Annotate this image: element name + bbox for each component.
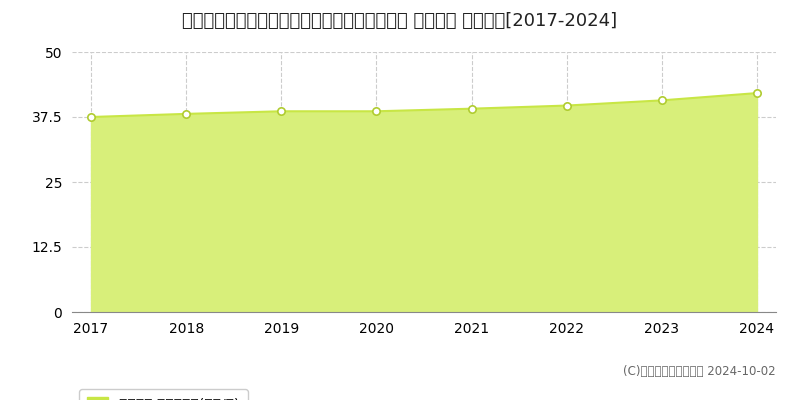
Point	[85, 114, 98, 120]
Text: 新潟県新潟市中央区出来島２丁目２８１番１外 基準地価 地価推移[2017-2024]: 新潟県新潟市中央区出来島２丁目２８１番１外 基準地価 地価推移[2017-202…	[182, 12, 618, 30]
Text: (C)土地価格ドットコム 2024-10-02: (C)土地価格ドットコム 2024-10-02	[623, 365, 776, 378]
Point	[560, 102, 573, 109]
Point	[370, 108, 383, 114]
Point	[750, 90, 763, 96]
Legend: 基準地価 平均坪単価(万円/坪): 基準地価 平均坪単価(万円/坪)	[79, 389, 248, 400]
Point	[180, 111, 193, 117]
Point	[275, 108, 288, 114]
Point	[655, 97, 668, 104]
Point	[465, 106, 478, 112]
